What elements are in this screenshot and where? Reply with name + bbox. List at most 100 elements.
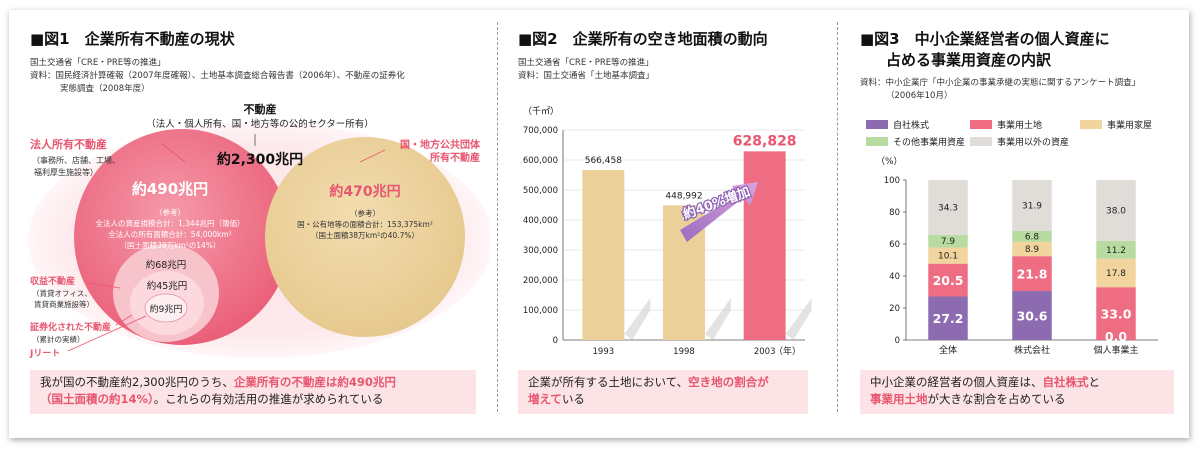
fig1-caption-highlight-2: （国土面積の約14%） — [40, 392, 154, 406]
securitized-value: 約45兆円 — [147, 280, 188, 292]
y-tick-label: 0 — [553, 336, 558, 346]
fig3-y-axis-label: （%） — [876, 156, 903, 167]
legend-swatch — [970, 120, 992, 129]
fig2-source-1: 国土交通省「CRE・PRE等の推進」 — [518, 58, 654, 68]
legend-label: 自社株式 — [893, 121, 930, 131]
divider-1 — [497, 22, 498, 412]
fig1-source-2: 資料：国民経済計算確報（2007年度確報）、土地基本調査総合報告書（2006年）… — [30, 71, 405, 81]
legend-item-own-stock: 自社株式 — [866, 118, 929, 131]
fig3-source-2: （2006年10月） — [886, 91, 953, 101]
fig3-caption-part-1: 中小企業の経営者の個人資産は、 — [870, 375, 1043, 389]
y-tick-label: 80 — [889, 208, 900, 218]
y-tick-label: 400,000 — [523, 216, 558, 226]
segment-label: 21.8 — [1017, 267, 1048, 282]
bar-shadow — [624, 298, 651, 340]
segment-事業用土地 — [928, 263, 968, 297]
fig3-caption: 中小企業の経営者の個人資産は、自社株式と 事業用土地が大きな割合を占めている — [860, 370, 1174, 414]
fig2-title: ■図2 企業所有の空き地面積の動向 — [518, 30, 768, 48]
income-label: 収益不動産 — [30, 275, 75, 287]
bar-2003 — [743, 151, 786, 340]
income-sub-2: 賃貸商業施設等） — [34, 299, 94, 309]
corp-value: 約490兆円 — [132, 180, 208, 198]
segment-label: 34.3 — [938, 203, 958, 213]
data-label: 448,992 — [665, 191, 702, 201]
segment-label: 11.2 — [1106, 246, 1126, 256]
x-tick-label: 全体 — [939, 344, 957, 356]
legend-swatch — [970, 137, 992, 146]
segment-事業用家屋 — [928, 247, 968, 264]
data-label: 566,458 — [585, 156, 622, 166]
y-tick-label: 20 — [889, 304, 900, 314]
fig3-stacked-bar-chart: 27.2 20.5 10.1 7.9 34.3 30.6 21.8 8.9 6.8 31.9 0.0… — [876, 156, 1158, 356]
gov-circle — [265, 137, 465, 337]
fig1-caption-part-2: 。これらの有効活用の推進が求められている — [153, 392, 384, 406]
fig1-title: ■図1 企業所有不動産の現状 — [30, 30, 235, 48]
segment-label: 27.2 — [933, 311, 964, 326]
legend-item-other-business: その他事業用資産 — [866, 135, 965, 148]
y-tick-label: 500,000 — [523, 186, 558, 196]
segment-label: 7.9 — [941, 237, 956, 247]
segment-label: 17.8 — [1106, 269, 1126, 279]
fig3-caption-part-3: が大きな割合を占めている — [927, 392, 1066, 406]
y-tick-label: 200,000 — [523, 276, 558, 286]
fig2-caption-part-2: いる — [561, 392, 585, 406]
fig2-caption-highlight-1: 空き地の割合が — [688, 375, 769, 389]
segment-その他事業用資産 — [928, 234, 968, 248]
segment-事業用以外の資産 — [1096, 180, 1136, 241]
increase-arrow-icon — [680, 182, 758, 242]
legend-item-business-land: 事業用土地 — [970, 118, 1042, 131]
segment-label: 20.5 — [933, 273, 964, 288]
legend-item-business-building: 事業用家屋 — [1080, 118, 1152, 131]
y-tick-label: 60 — [889, 240, 900, 250]
y-tick-label: 100,000 — [523, 306, 558, 316]
data-label: 628,828 — [733, 133, 797, 149]
segment-label: 33.0 — [1101, 307, 1132, 322]
fig3-source-1: 資料：中小企業庁「中小企業の事業承継の実態に関するアンケート調査」 — [860, 78, 1141, 88]
x-tick-label: 1998 — [673, 347, 695, 357]
y-tick-label: 0 — [895, 336, 900, 346]
corp-note-4: （国土面積38万km²の14%） — [120, 240, 221, 250]
gov-label-2: 所有不動産 — [430, 151, 480, 164]
fig1-venn-diagram: 不動産 （法人・個人所有、国・地方等の公的セクター所有） 約2,300兆円 法人… — [28, 102, 490, 359]
gov-note-3: （国土面積38万km²の40.7%） — [311, 230, 419, 240]
y-tick-label: 40 — [889, 272, 900, 282]
income-sub-1: （賃貸オフィス、 — [32, 288, 92, 298]
segment-事業用以外の資産 — [928, 180, 968, 235]
x-tick-label: 株式会社 — [1014, 344, 1050, 356]
divider-2 — [837, 22, 838, 412]
fig3-title-2: 占める事業用資産の内訳 — [886, 51, 1052, 69]
segment-label: 0.0 — [1105, 329, 1127, 344]
legend-swatch — [866, 120, 888, 129]
fig1-caption-highlight-1: 企業所有の不動産は約490兆円 — [233, 375, 396, 389]
legend-label: その他事業用資産 — [893, 138, 966, 148]
corp-note-3: 全法人の所有面積合計：54,000km² — [108, 229, 231, 239]
securitized-label: 証券化された不動産 — [30, 321, 111, 333]
fig2-caption-highlight-2: 増えて — [528, 392, 562, 406]
fig1-caption-part-1: 我が国の不動産約2,300兆円のうち、 — [40, 375, 234, 389]
fig3-caption-highlight-1: 自社株式 — [1042, 375, 1089, 389]
fig1-caption: 我が国の不動産約2,300兆円のうち、企業所有の不動産は約490兆円 （国土面積の… — [30, 370, 476, 414]
segment-自社株式 — [1012, 291, 1052, 340]
bar-shadow — [704, 298, 731, 340]
corp-sub-2: 福利厚生施設等） — [34, 167, 98, 177]
segment-事業用家屋 — [1096, 258, 1136, 288]
bar-shadow — [785, 298, 812, 340]
legend-label: 事業用土地 — [997, 121, 1043, 131]
x-tick-label: 個人事業主 — [1093, 344, 1138, 356]
fig3-caption-highlight-2: 事業用土地 — [870, 392, 928, 406]
corp-note-1: （参考） — [155, 207, 185, 217]
fig1-total-value: 約2,300兆円 — [217, 151, 303, 168]
fig1-source-1: 国土交通省「CRE・PRE等の推進」 — [30, 58, 166, 68]
segment-label: 38.0 — [1106, 206, 1126, 216]
legend-item-non-business: 事業用以外の資産 — [970, 135, 1069, 148]
legend-label: 事業用以外の資産 — [997, 138, 1070, 148]
segment-label: 30.6 — [1017, 309, 1048, 324]
segment-事業用土地 — [1012, 256, 1052, 292]
fig2-y-axis-label: （千㎡） — [523, 106, 559, 117]
segment-その他事業用資産 — [1096, 240, 1136, 259]
fig2-caption: 企業が所有する土地において、空き地の割合が 増えている — [518, 370, 808, 414]
segment-その他事業用資産 — [1012, 231, 1052, 242]
segment-label: 31.9 — [1022, 202, 1042, 212]
legend-label: 事業用家屋 — [1107, 121, 1153, 131]
y-tick-label: 300,000 — [523, 246, 558, 256]
